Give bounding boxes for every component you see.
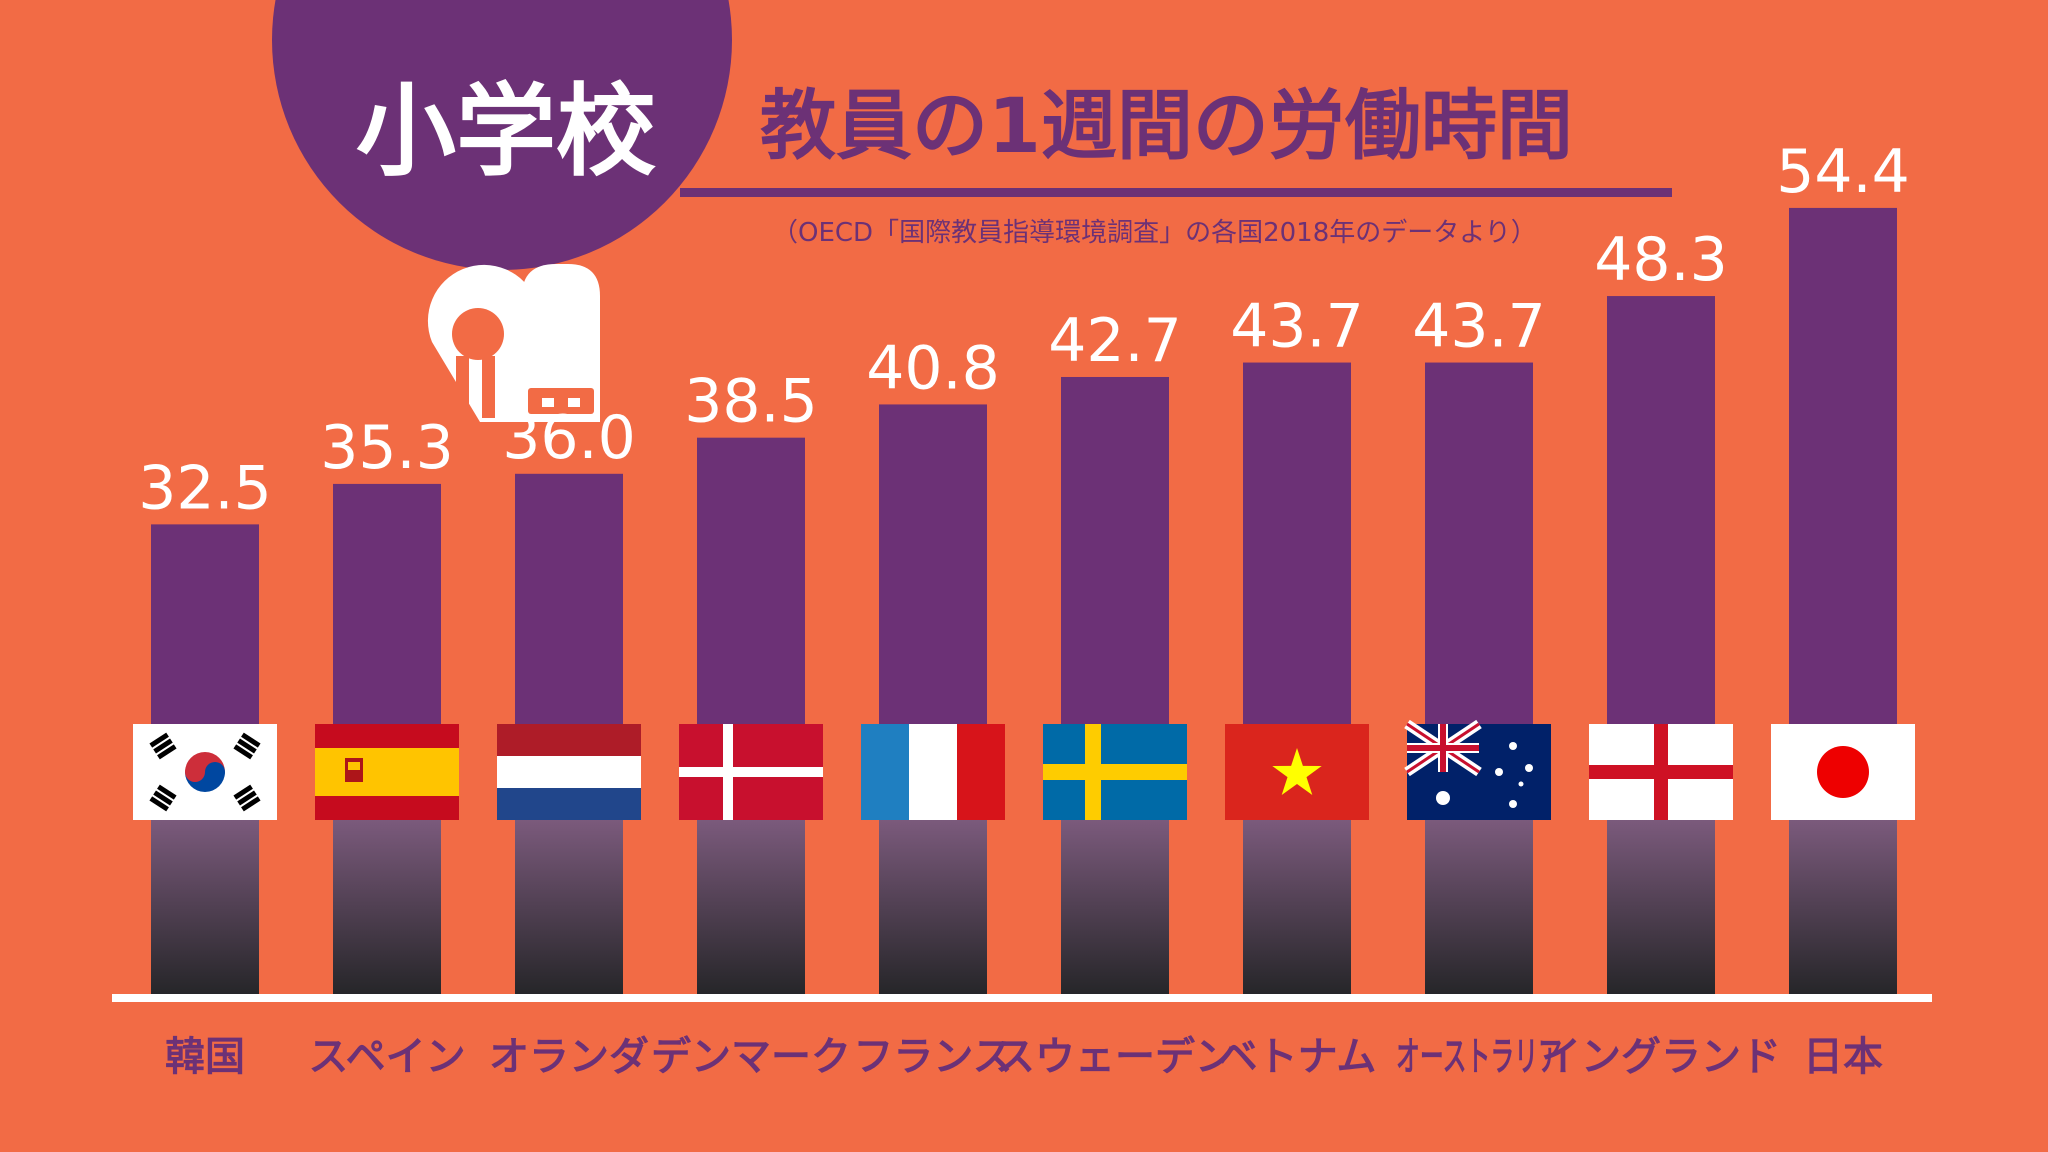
x-tick-label-5: スウェーデン — [995, 1034, 1235, 1080]
x-tick-label-8: イングランド — [1541, 1034, 1781, 1080]
spain-flag — [315, 724, 459, 820]
bar-base-0 — [151, 820, 259, 994]
bar-base-3 — [697, 820, 805, 994]
source-note: （OECD「国際教員指導環境調査」の各国2018年のデータより） — [772, 218, 1537, 248]
denmark-flag — [679, 724, 823, 820]
x-tick-label-7: オーストラリア — [1396, 1034, 1562, 1080]
data-label-4: 40.8 — [866, 333, 1000, 403]
x-tick-label-9: 日本 — [1803, 1034, 1883, 1080]
bar-9 — [1789, 207, 1897, 821]
x-tick-label-1: スペイン — [308, 1034, 465, 1080]
bar-base-6 — [1243, 820, 1351, 994]
x-tick-label-2: オランダ — [489, 1034, 649, 1080]
bar-base-1 — [333, 820, 441, 994]
data-label-0: 32.5 — [138, 453, 272, 523]
x-tick-label-6: ベトナム — [1218, 1034, 1377, 1080]
data-label-5: 42.7 — [1048, 306, 1182, 376]
chart-title: 教員の1週間の労働時間 — [760, 81, 1573, 170]
bar-base-4 — [879, 820, 987, 994]
data-label-6: 43.7 — [1230, 292, 1364, 362]
data-label-8: 48.3 — [1594, 225, 1728, 295]
data-label-2: 36.0 — [502, 403, 636, 473]
x-tick-label-4: フランス — [853, 1034, 1012, 1080]
badge-label: 小学校 — [356, 73, 656, 190]
x-axis-baseline — [112, 994, 1932, 1002]
x-tick-label-3: デンマーク — [651, 1034, 851, 1080]
data-label-3: 38.5 — [684, 367, 818, 437]
france-flag — [861, 724, 1005, 820]
vietnam-flag — [1225, 724, 1369, 820]
bar-base-5 — [1061, 820, 1169, 994]
data-label-1: 35.3 — [320, 413, 454, 483]
data-label-7: 43.7 — [1412, 292, 1546, 362]
bar-base-7 — [1425, 820, 1533, 994]
bar-base-2 — [515, 820, 623, 994]
data-label-9: 54.4 — [1776, 137, 1910, 207]
england-flag — [1589, 724, 1733, 820]
australia-flag — [1404, 719, 1551, 820]
bar-base-9 — [1789, 820, 1897, 994]
sweden-flag — [1043, 724, 1187, 820]
japan-flag — [1771, 724, 1915, 820]
korea-flag — [133, 724, 277, 820]
bar-base-8 — [1607, 820, 1715, 994]
school-backpack-icon — [427, 264, 600, 422]
netherlands-flag — [497, 724, 641, 820]
title-underline — [680, 188, 1672, 197]
x-tick-label-0: 韓国 — [165, 1034, 245, 1080]
